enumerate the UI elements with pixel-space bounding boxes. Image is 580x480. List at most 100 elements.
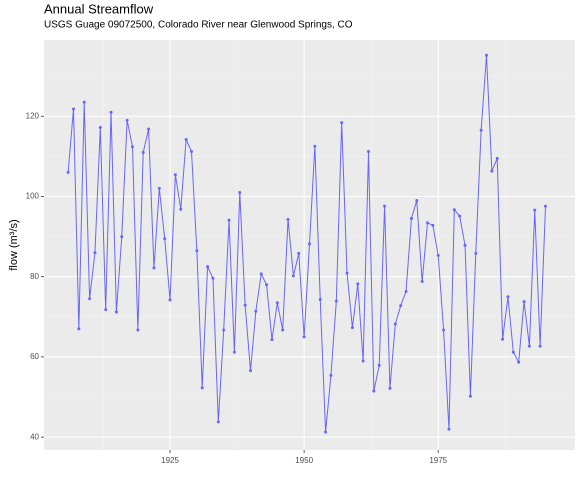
data-point	[527, 344, 531, 348]
data-point	[372, 389, 376, 393]
y-tick-label: 40	[30, 432, 39, 441]
data-point	[211, 276, 215, 280]
data-point	[329, 373, 333, 377]
data-point	[173, 173, 177, 177]
chart-title: Annual Streamflow	[44, 1, 154, 16]
y-tick-label: 80	[30, 272, 39, 281]
data-point	[495, 156, 499, 160]
data-point	[291, 274, 295, 278]
data-point	[388, 386, 392, 390]
data-point	[200, 386, 204, 390]
data-point	[131, 145, 134, 149]
data-point	[308, 242, 311, 246]
data-point	[120, 235, 124, 239]
data-point	[324, 430, 328, 434]
data-point	[222, 328, 226, 332]
data-point	[141, 150, 145, 154]
data-point	[361, 359, 365, 363]
data-point	[286, 217, 290, 221]
y-tick-label: 60	[30, 352, 39, 361]
data-point	[125, 118, 129, 122]
data-point	[383, 204, 387, 208]
data-point	[184, 137, 188, 141]
data-point	[243, 303, 247, 307]
data-point	[479, 128, 483, 132]
data-point	[265, 283, 269, 287]
data-point	[436, 253, 440, 257]
data-point	[420, 280, 424, 284]
y-axis-title: flow (m³/s)	[8, 219, 20, 270]
y-tick-label: 100	[26, 192, 40, 201]
data-point	[415, 198, 419, 202]
data-point	[452, 208, 456, 212]
series-line	[67, 55, 546, 432]
data-point	[163, 237, 167, 241]
data-point	[77, 327, 81, 331]
data-point	[195, 249, 199, 253]
data-point	[409, 217, 413, 221]
data-point	[340, 121, 344, 125]
data-point	[404, 290, 408, 294]
data-point	[318, 298, 322, 302]
x-tick-label: 1975	[429, 456, 447, 465]
data-point	[109, 110, 113, 114]
data-point	[179, 207, 183, 211]
data-point	[157, 186, 161, 190]
data-point	[297, 251, 301, 255]
data-point	[468, 394, 472, 398]
data-point	[490, 169, 494, 173]
data-point	[190, 150, 193, 154]
data-point	[399, 304, 403, 308]
x-tick-label: 1925	[161, 456, 179, 465]
data-point	[238, 190, 242, 194]
data-point	[216, 420, 220, 424]
data-point	[458, 214, 462, 218]
data-point	[442, 328, 446, 332]
data-point	[522, 300, 526, 304]
data-point	[367, 150, 370, 154]
data-point	[431, 223, 435, 227]
data-point	[463, 243, 467, 247]
data-point	[506, 295, 510, 299]
data-point	[501, 337, 505, 341]
data-point	[538, 344, 542, 348]
data-point	[393, 322, 397, 326]
data-point	[152, 266, 156, 270]
data-point	[249, 369, 252, 373]
y-tick-label: 120	[26, 111, 40, 120]
data-point	[93, 251, 97, 255]
data-point	[66, 170, 70, 174]
data-point	[447, 427, 451, 431]
data-point	[511, 350, 515, 354]
data-point	[254, 309, 258, 313]
data-point	[227, 218, 231, 222]
data-point	[313, 144, 317, 148]
data-point	[350, 326, 354, 330]
data-point	[72, 107, 75, 111]
data-point	[206, 265, 210, 269]
data-point	[270, 338, 274, 342]
data-point	[259, 272, 263, 276]
data-point	[168, 298, 172, 302]
data-point	[377, 363, 381, 367]
data-point	[356, 282, 360, 286]
data-point	[426, 221, 429, 225]
data-point	[104, 308, 108, 312]
data-point	[517, 360, 521, 364]
data-point	[275, 301, 279, 305]
data-point	[281, 328, 285, 332]
data-point	[485, 53, 488, 57]
data-point	[302, 335, 306, 339]
data-point	[232, 350, 236, 354]
data-point	[136, 328, 140, 332]
data-point	[533, 208, 537, 212]
data-point	[334, 299, 338, 303]
data-point	[88, 297, 92, 301]
data-point	[147, 127, 151, 131]
chart-subtitle: USGS Guage 09072500, Colorado River near…	[44, 20, 353, 31]
data-point	[98, 125, 102, 129]
data-point	[544, 204, 547, 208]
x-tick-label: 1950	[295, 456, 313, 465]
data-point	[82, 100, 86, 104]
